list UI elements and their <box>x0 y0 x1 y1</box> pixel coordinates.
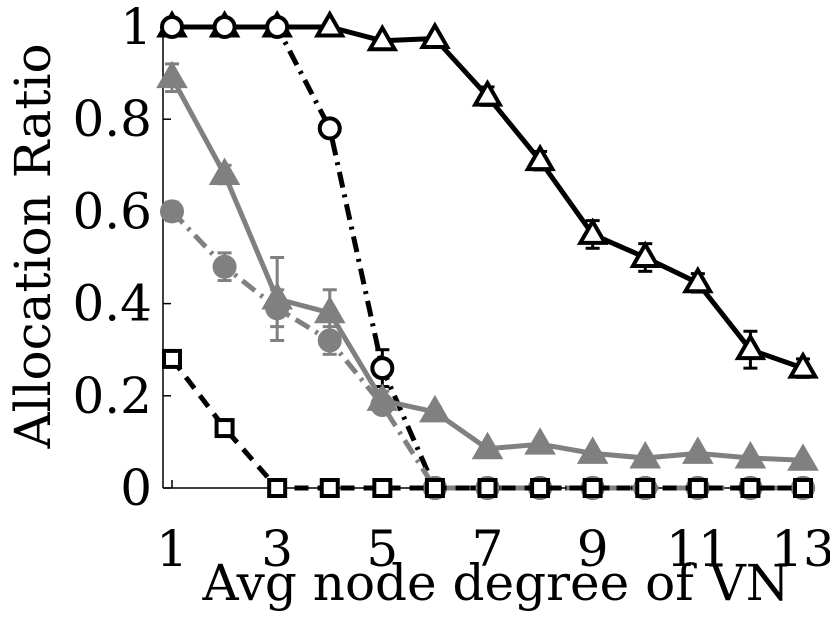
data-point <box>477 478 498 498</box>
data-point <box>787 351 819 379</box>
data-point <box>208 157 241 185</box>
series-1-line <box>172 24 804 371</box>
data-point <box>629 441 662 469</box>
data-point <box>160 15 184 39</box>
data-point <box>372 478 393 498</box>
data-point <box>313 9 346 38</box>
y-axis-label: Allocation Ratio <box>4 43 62 449</box>
series-5 <box>162 348 813 498</box>
x-tick-label: 9 <box>577 520 609 578</box>
data-point <box>214 418 235 439</box>
data-point <box>424 478 445 498</box>
data-point <box>530 478 551 498</box>
x-tick-label: 13 <box>771 520 830 578</box>
y-tick-label: 0.2 <box>72 367 152 425</box>
data-point <box>370 356 395 381</box>
y-tick-label: 0.8 <box>72 90 152 148</box>
data-point <box>317 116 342 141</box>
data-point <box>734 332 767 361</box>
data-point <box>582 478 603 498</box>
data-point <box>629 240 662 268</box>
data-point <box>319 478 340 498</box>
y-tick-label: 0.4 <box>72 275 152 333</box>
series-3 <box>156 60 819 471</box>
data-point <box>524 143 556 172</box>
data-point <box>162 348 182 369</box>
data-point <box>635 478 656 498</box>
y-tick-label: 0 <box>120 459 152 517</box>
data-point <box>212 15 237 39</box>
data-point <box>740 478 761 498</box>
series-layer <box>156 9 819 500</box>
x-tick-label: 11 <box>666 520 730 578</box>
x-tick-label: 1 <box>156 520 188 578</box>
data-point <box>160 199 184 224</box>
data-point <box>265 15 290 39</box>
data-point <box>576 217 609 245</box>
data-point <box>313 295 346 324</box>
data-point <box>682 265 714 294</box>
x-tick-label: 5 <box>366 520 398 578</box>
data-point <box>317 328 342 353</box>
data-point <box>265 296 290 321</box>
x-tick-label: 7 <box>472 520 504 578</box>
data-point <box>471 79 504 107</box>
data-point <box>370 393 395 418</box>
data-point <box>156 60 188 89</box>
y-tick-label: 0.6 <box>72 182 152 240</box>
data-point <box>212 254 237 279</box>
data-point <box>687 478 708 498</box>
x-tick-label: 3 <box>261 520 293 578</box>
data-point <box>787 443 819 471</box>
data-point <box>524 427 556 455</box>
data-point <box>419 21 451 49</box>
series-5-line <box>170 357 803 491</box>
x-axis-label: Avg node degree of VN <box>202 554 790 612</box>
data-point <box>267 478 288 498</box>
data-point <box>366 23 399 52</box>
series-1 <box>156 9 819 379</box>
data-point <box>682 436 714 464</box>
series-3-line <box>169 76 804 463</box>
y-tick-label: 1 <box>120 0 152 56</box>
data-point <box>734 441 767 469</box>
data-point <box>471 431 504 460</box>
data-point <box>419 394 451 423</box>
data-point <box>576 436 609 464</box>
data-point <box>793 478 813 498</box>
